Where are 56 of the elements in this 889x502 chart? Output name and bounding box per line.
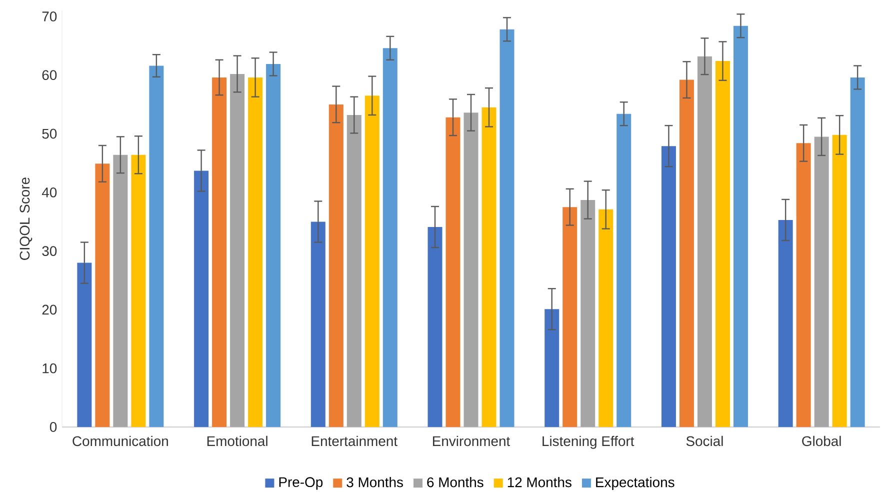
x-tick-label: Listening Effort xyxy=(542,436,634,449)
bar xyxy=(661,146,676,427)
bar xyxy=(248,77,263,427)
bar xyxy=(382,48,398,427)
y-tick-label: 20 xyxy=(42,304,57,315)
bar xyxy=(328,104,344,427)
bar xyxy=(428,227,442,427)
bar xyxy=(194,170,209,427)
bar xyxy=(850,77,865,427)
bar xyxy=(266,64,281,427)
bar xyxy=(77,262,92,427)
x-tick-label: Social xyxy=(686,436,723,446)
bar xyxy=(832,134,847,427)
y-tick-label: 50 xyxy=(42,128,57,139)
bar xyxy=(697,56,712,427)
bar xyxy=(95,164,110,427)
bar xyxy=(679,80,694,427)
bar xyxy=(580,200,596,427)
y-axis-title: CIQOL Score xyxy=(20,178,32,260)
bar xyxy=(482,107,496,427)
bar xyxy=(310,222,326,427)
bar xyxy=(212,77,227,427)
bar xyxy=(364,96,380,427)
bar xyxy=(562,207,578,427)
x-tick-label: Emotional xyxy=(207,436,268,446)
legend-label: 12 Months xyxy=(508,476,572,488)
x-tick-label: Communication xyxy=(72,436,168,446)
bar xyxy=(131,154,146,427)
legend-label: Pre-Op xyxy=(279,477,323,490)
bar xyxy=(113,154,128,427)
y-tick-label: 70 xyxy=(42,12,57,22)
x-tick-label: Environment xyxy=(432,436,510,446)
legend-label: Expectations xyxy=(596,476,674,490)
y-tick-label: 60 xyxy=(42,70,57,80)
bar xyxy=(149,66,164,427)
bar xyxy=(464,112,478,427)
y-tick-label: 40 xyxy=(42,187,57,198)
y-tick-label: 30 xyxy=(42,246,57,256)
bar xyxy=(814,136,829,427)
bar xyxy=(446,117,460,427)
bar xyxy=(598,209,614,427)
y-tick-label: 10 xyxy=(42,363,57,374)
y-tick-label: 0 xyxy=(50,422,57,432)
bar xyxy=(733,26,748,427)
legend-label: 6 Months xyxy=(427,476,484,488)
bar xyxy=(616,114,632,427)
legend-label: 3 Months xyxy=(346,476,403,488)
bar xyxy=(796,143,811,427)
bar xyxy=(500,29,514,427)
bar xyxy=(778,220,793,427)
x-tick-label: Entertainment xyxy=(312,436,398,446)
x-tick-label: Global xyxy=(802,436,841,446)
bar xyxy=(230,74,245,427)
bar xyxy=(544,309,560,427)
bar xyxy=(715,61,730,427)
bar xyxy=(346,114,362,427)
